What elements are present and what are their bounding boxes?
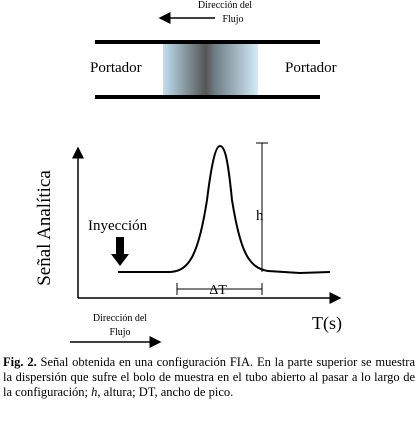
caption-italic: h bbox=[91, 385, 98, 399]
caption-text: Señal obtenida en una configuración FIA.… bbox=[3, 355, 415, 399]
caption-text: , altura; DT, ancho de pico. bbox=[97, 385, 234, 399]
sample-bolus bbox=[163, 42, 258, 97]
peak-curve bbox=[118, 144, 331, 275]
flow-label: Flujo bbox=[222, 14, 243, 25]
carrier-label: Portador bbox=[285, 60, 337, 76]
width-label: ΔT bbox=[209, 283, 227, 298]
injection-label: Inyección bbox=[88, 218, 148, 234]
flow-label: Dirección del bbox=[93, 313, 147, 324]
flow-label: Flujo bbox=[109, 327, 130, 338]
injection-arrow bbox=[111, 237, 129, 266]
figure: Dirección del Flujo Portador Portador Se… bbox=[34, 0, 342, 348]
height-label: h bbox=[256, 208, 264, 224]
y-axis-label: Señal Analítica bbox=[34, 170, 55, 286]
caption: Fig. 2. Señal obtenida en una configurac… bbox=[3, 355, 415, 400]
flow-label: Dirección del bbox=[198, 0, 252, 11]
caption-label: Fig. 2. bbox=[3, 355, 37, 369]
carrier-label: Portador bbox=[90, 60, 142, 76]
x-axis-label: T(s) bbox=[312, 313, 342, 334]
